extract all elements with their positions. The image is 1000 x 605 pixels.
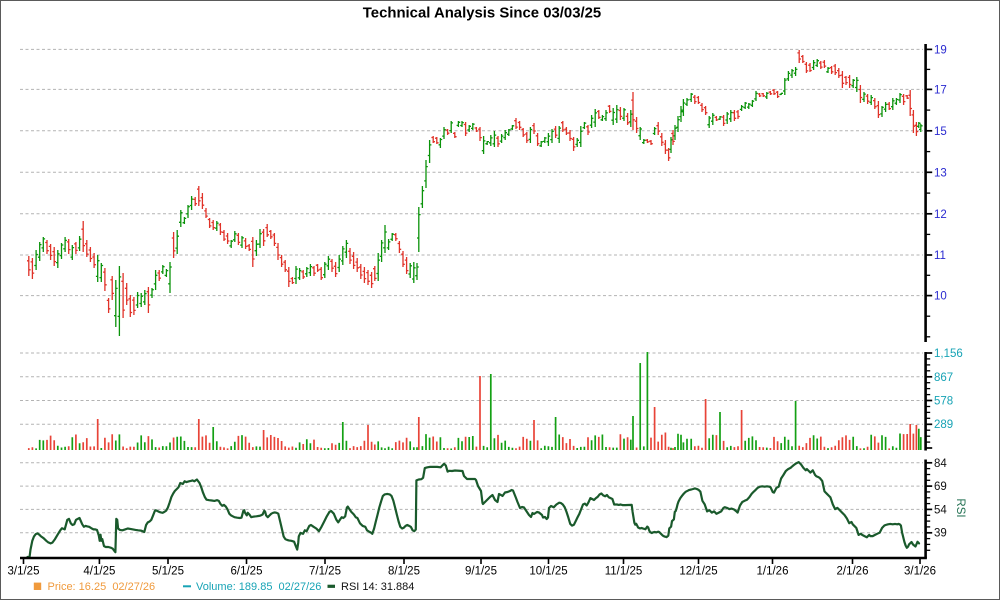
- svg-text:Volume: 189.85 02/27/26: Volume: 189.85 02/27/26: [196, 581, 321, 593]
- svg-text:39: 39: [934, 528, 947, 540]
- svg-text:69: 69: [934, 481, 947, 493]
- svg-text:19: 19: [934, 44, 947, 56]
- svg-text:10: 10: [934, 291, 947, 303]
- svg-text:1/1/26: 1/1/26: [757, 566, 789, 578]
- svg-text:578: 578: [934, 396, 953, 408]
- svg-text:3/1/26: 3/1/26: [904, 566, 936, 578]
- svg-text:13: 13: [934, 167, 947, 179]
- svg-text:1,156: 1,156: [934, 348, 963, 360]
- svg-text:11: 11: [934, 250, 946, 262]
- svg-text:17: 17: [934, 84, 947, 96]
- svg-text:867: 867: [934, 372, 953, 384]
- svg-text:84: 84: [934, 458, 947, 470]
- svg-text:4/1/25: 4/1/25: [83, 566, 115, 578]
- svg-text:2/1/26: 2/1/26: [837, 566, 869, 578]
- svg-text:54: 54: [934, 504, 947, 516]
- svg-text:5/1/25: 5/1/25: [152, 566, 184, 578]
- svg-text:10/1/25: 10/1/25: [529, 566, 567, 578]
- svg-text:Price: 16.25 02/27/26: Price: 16.25 02/27/26: [48, 581, 156, 593]
- svg-text:RSI: RSI: [954, 498, 966, 517]
- svg-text:15: 15: [934, 126, 947, 138]
- svg-text:6/1/25: 6/1/25: [231, 566, 263, 578]
- svg-text:Technical Analysis Since 03/03: Technical Analysis Since 03/03/25: [363, 6, 601, 22]
- svg-text:12: 12: [934, 209, 947, 221]
- svg-text:RSI 14: 31.884: RSI 14: 31.884: [341, 581, 414, 593]
- svg-text:9/1/25: 9/1/25: [465, 566, 497, 578]
- svg-text:12/1/25: 12/1/25: [679, 566, 717, 578]
- svg-text:3/1/25: 3/1/25: [8, 566, 40, 578]
- svg-text:8/1/25: 8/1/25: [388, 566, 420, 578]
- svg-text:289: 289: [934, 419, 953, 431]
- svg-text:11/1/25: 11/1/25: [605, 566, 643, 578]
- svg-text:7/1/25: 7/1/25: [309, 566, 341, 578]
